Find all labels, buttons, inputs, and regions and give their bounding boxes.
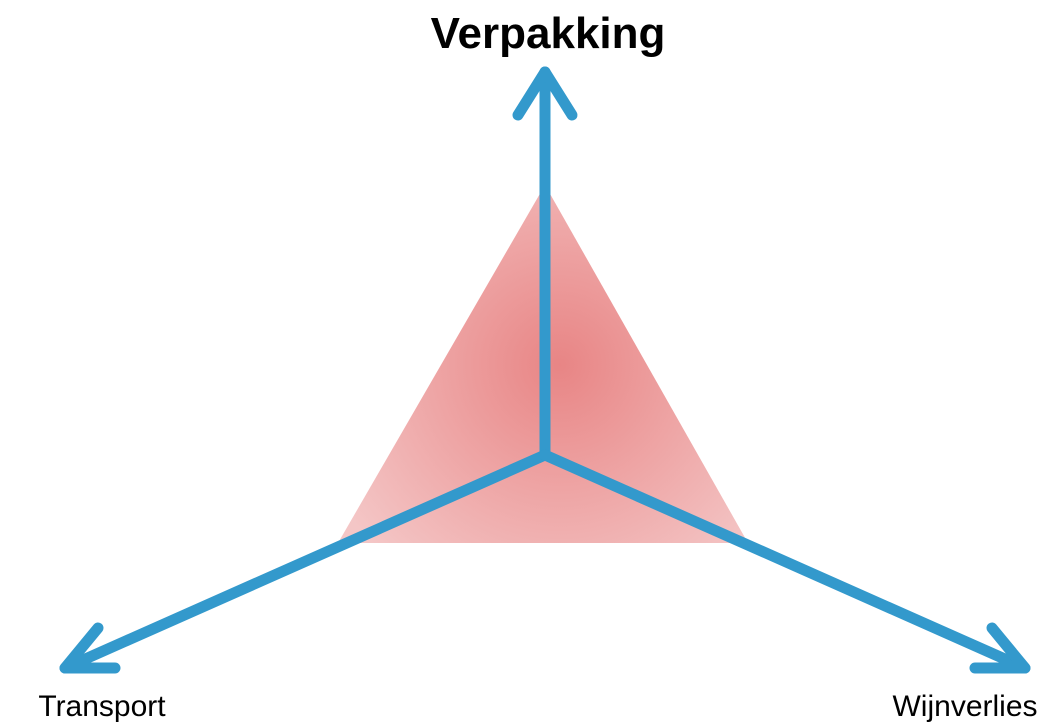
axis-label: Verpakking: [431, 9, 666, 58]
arrowhead-right: [969, 622, 1031, 674]
axis-left: [59, 449, 551, 674]
arrowhead-left: [59, 622, 121, 674]
axis-right: [539, 449, 1031, 674]
axis-label: Wijnverlies: [892, 690, 1037, 723]
axis-label: Transport: [38, 690, 166, 723]
arrowhead-up: [512, 66, 578, 121]
